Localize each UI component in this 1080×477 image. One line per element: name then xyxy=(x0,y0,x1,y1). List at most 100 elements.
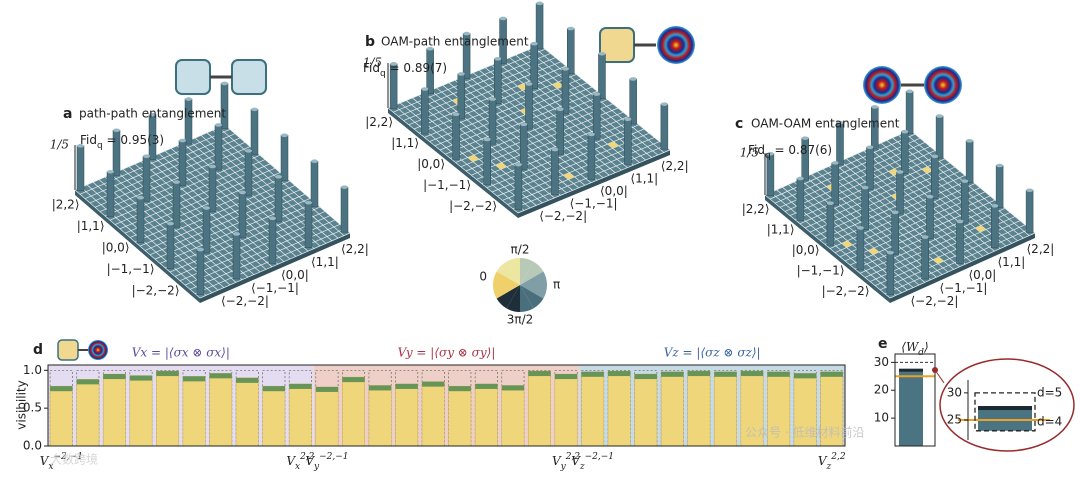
bar xyxy=(660,371,684,447)
bar-cap xyxy=(714,371,737,377)
x-tick-label-part: V xyxy=(818,454,828,468)
floor-side xyxy=(518,150,670,218)
floor-grid xyxy=(789,150,936,216)
x-tick-label: Vy−2,−1 xyxy=(305,452,348,472)
x-tick-label-part: V xyxy=(286,454,296,468)
floor-grid xyxy=(799,158,946,225)
bar-cap xyxy=(342,377,365,383)
panel-letter: b xyxy=(365,34,375,50)
x-tick-label: Vz2,2 xyxy=(818,452,846,472)
bar-cap xyxy=(475,383,498,389)
bar-cap xyxy=(368,385,392,391)
bar-cap xyxy=(315,386,339,392)
pillar xyxy=(796,178,805,221)
floor-grid xyxy=(434,82,587,147)
pillar xyxy=(519,124,528,170)
pillar-top xyxy=(463,31,471,36)
pillar xyxy=(280,135,289,181)
phase-wedge xyxy=(496,261,520,285)
pillar xyxy=(268,218,277,264)
phase-wedge xyxy=(506,258,520,285)
x-tick-label-sup: 2,2 xyxy=(299,452,315,462)
bar xyxy=(395,383,419,447)
fidelity: Fidq = 0.95(3) xyxy=(80,133,164,151)
floor-side xyxy=(388,108,518,218)
pillar xyxy=(826,202,835,246)
bra-label: ⟨0,0| xyxy=(969,268,997,282)
floor-grid xyxy=(764,194,891,299)
bra-label: ⟨−2,−2| xyxy=(539,209,587,223)
pillar xyxy=(310,160,319,207)
phase-cell xyxy=(841,240,853,248)
pillar-top xyxy=(826,201,834,205)
pillar xyxy=(896,171,904,215)
phase-cell xyxy=(933,257,944,264)
phase-wedge xyxy=(506,285,520,312)
watermark: 大数跨境 xyxy=(50,452,98,467)
floor-grid xyxy=(189,224,341,290)
pillar xyxy=(142,155,151,202)
floor-grid xyxy=(863,150,989,255)
floor-grid xyxy=(828,166,955,270)
x-tick-label: Vz−2,−1 xyxy=(571,452,614,472)
bar-cap xyxy=(103,374,126,380)
x-tick-label: Vy2,2 xyxy=(552,452,580,472)
phase-wedge xyxy=(520,285,534,312)
floor-grid xyxy=(491,64,622,171)
bra-label: ⟨−1,−1| xyxy=(940,281,988,295)
pillar-top xyxy=(801,136,809,140)
phase-cell xyxy=(552,81,564,89)
phase-wedge xyxy=(520,271,547,285)
ket-label: |2,2⟩ xyxy=(742,202,770,216)
floor-grid xyxy=(424,74,577,138)
pillar-top xyxy=(629,77,637,81)
pillar-top xyxy=(886,250,894,255)
pillar xyxy=(935,115,944,159)
pillar xyxy=(660,103,669,150)
pillar xyxy=(598,53,606,100)
bar xyxy=(581,371,605,447)
inset-tick-label: 25 xyxy=(947,412,962,426)
x-tick-label-sup: 2,2 xyxy=(830,452,846,462)
bar xyxy=(342,376,365,447)
ket-label: |−1,−1⟩ xyxy=(107,262,155,276)
x-tick-label: Vx−2,−1 xyxy=(40,452,83,472)
pillar-top xyxy=(275,175,282,179)
pillar xyxy=(956,221,964,264)
fidelity: Fidq = 0.89(7) xyxy=(363,61,447,79)
floor-grid xyxy=(486,124,639,189)
pillar-top xyxy=(567,26,575,31)
bra-label: ⟨−1,−1| xyxy=(251,281,299,295)
pillar xyxy=(202,207,211,254)
pillar-top xyxy=(245,149,252,153)
pillar xyxy=(525,83,533,130)
pillar xyxy=(1025,189,1034,233)
bra-label: ⟨1,1| xyxy=(311,255,339,269)
bar xyxy=(129,375,153,447)
pillar xyxy=(457,73,466,120)
chart-title-part: ⟩ xyxy=(923,340,929,354)
x-tick-label-part: V xyxy=(552,454,562,468)
inset-tick-label: 30 xyxy=(947,385,962,399)
bar xyxy=(421,381,445,447)
pillar-top xyxy=(215,123,222,127)
phase-wedge xyxy=(493,271,520,285)
inset-frame xyxy=(939,358,1075,452)
ket-label: |−2,−2⟩ xyxy=(449,199,497,213)
bar-cap xyxy=(581,371,604,377)
floor-grid xyxy=(129,172,281,238)
pillar-top xyxy=(203,206,210,210)
ket-label: |1,1⟩ xyxy=(77,219,105,233)
floor-grid xyxy=(779,142,926,208)
bar-cap xyxy=(236,377,259,383)
bar xyxy=(209,373,233,447)
pillar xyxy=(494,58,502,105)
bar-cap xyxy=(740,371,764,377)
bar xyxy=(262,385,286,447)
floor-side xyxy=(200,233,350,303)
pillar-top xyxy=(167,221,174,226)
pillar-top xyxy=(921,235,929,239)
bar-cap xyxy=(554,374,578,380)
bar-cap xyxy=(793,373,817,379)
pillar-top xyxy=(906,89,914,94)
